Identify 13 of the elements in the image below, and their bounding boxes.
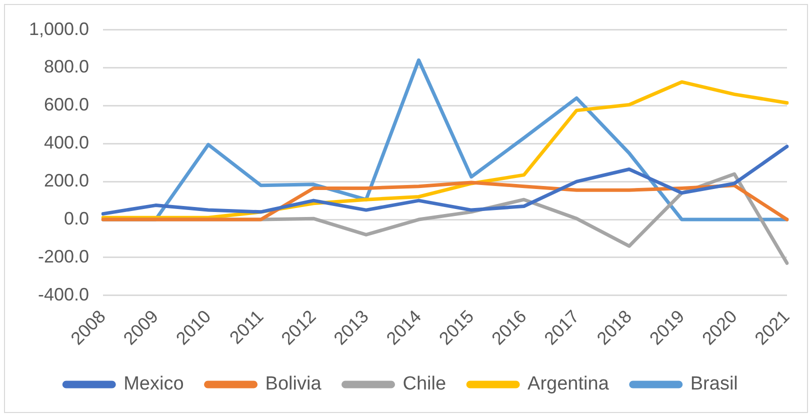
y-tick-label: 600.0 [44,94,90,115]
y-tick-label: 0.0 [64,208,90,228]
y-tick-label: -200.0 [38,246,90,266]
y-tick-label: 400.0 [44,132,90,153]
y-tick-label: 800.0 [44,56,90,77]
y-tick-label: 200.0 [44,170,90,191]
legend-label: Argentina [528,374,610,395]
legend-label: Mexico [124,374,184,395]
legend-label: Bolivia [265,374,322,395]
legend-label: Chile [402,374,446,395]
legend-label: Brasil [690,374,738,395]
y-tick-label: 1,000.0 [28,18,90,39]
y-tick-label: -400.0 [38,284,90,304]
